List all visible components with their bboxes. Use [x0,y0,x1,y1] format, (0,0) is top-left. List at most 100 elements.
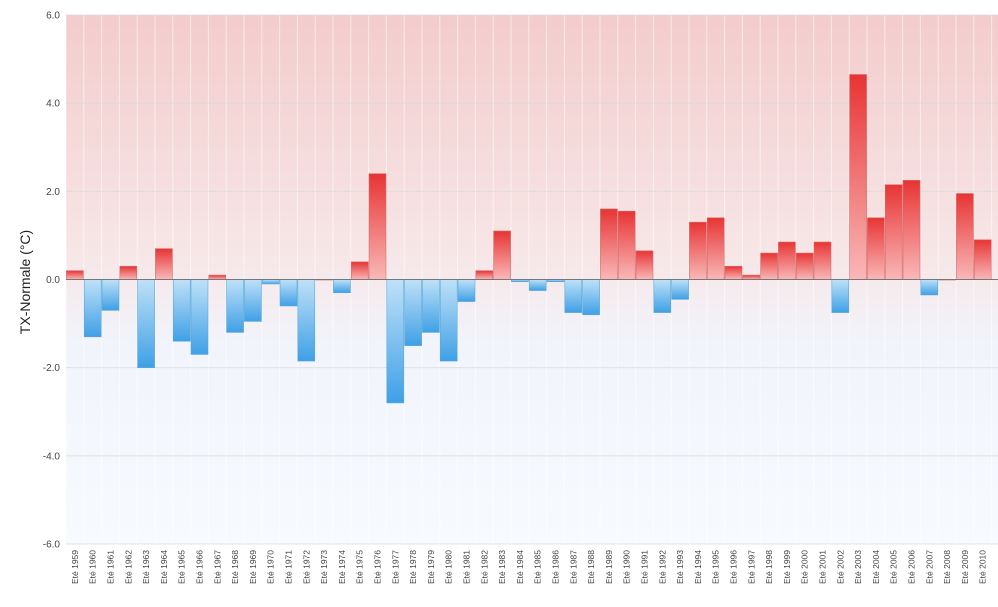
x-tick-label: Eté 1993 [675,550,685,584]
x-tick-label: Eté 1964 [159,550,169,584]
bar [831,279,850,313]
x-tick-label: Eté 2003 [853,550,863,584]
x-tick-label: Eté 1959 [70,550,80,584]
x-tick-label: Eté 2000 [800,550,810,584]
bar [884,184,903,280]
bar [422,279,440,333]
bar-series [66,74,992,404]
x-tick-label: Eté 2004 [871,550,881,584]
x-tick-label: Eté 1975 [355,550,365,584]
x-tick-label: Eté 1971 [284,550,294,584]
x-tick-label: Eté 2006 [907,550,917,584]
x-tick-label: Eté 1981 [462,550,472,584]
bar [475,270,494,280]
bar [350,261,369,280]
x-tick-label: Eté 1977 [390,550,400,584]
bar [813,241,832,280]
x-tick-label: Eté 1980 [444,550,454,584]
x-tick-label: Eté 1970 [266,550,276,584]
x-tick-label: Eté 2010 [978,550,988,584]
bar [920,279,939,296]
bar [742,274,761,280]
bar [653,279,672,313]
x-tick-label: Eté 1989 [604,550,614,584]
x-tick-label: Eté 1991 [640,550,650,584]
bar [564,279,583,313]
y-tick-label: -4.0 [43,451,61,462]
bar [689,221,707,280]
bar [760,252,778,280]
bar [582,279,600,316]
x-tick-label: Eté 2009 [960,550,970,584]
bar [778,241,796,280]
x-tick-label: Eté 1988 [586,550,596,584]
x-tick-label: Eté 1996 [729,550,739,584]
x-tick-label: Eté 1986 [551,550,561,584]
x-tick-label: Eté 2001 [818,550,828,584]
x-tick-label: Eté 1961 [106,550,116,584]
x-tick-label: Eté 1967 [212,550,222,584]
x-tick-label: Eté 1969 [248,550,258,584]
y-tick-label: 4.0 [46,99,60,110]
bar [671,279,689,300]
y-axis-ticks: -6.0 -4.0 -2.0 0.0 2.0 4.0 6.0 [43,11,61,551]
bar [101,279,120,311]
x-tick-label: Eté 1976 [373,550,383,584]
bar [617,210,636,280]
bar [261,279,280,285]
x-tick-label: Eté 1968 [230,550,240,584]
bar [528,279,547,291]
bar [155,248,173,280]
bar [172,279,191,342]
x-tick-label: Eté 1960 [88,550,98,584]
x-tick-label: Eté 1997 [746,550,756,584]
bar [635,250,654,280]
x-tick-label: Eté 1995 [711,550,721,584]
bar [493,230,511,280]
bar [297,279,316,362]
x-tick-label: Eté 1982 [479,550,489,584]
x-tick-label: Eté 1994 [693,550,703,584]
x-tick-label: Eté 2008 [942,550,952,584]
x-tick-label: Eté 1983 [497,550,507,584]
y-tick-label: 2.0 [46,187,60,198]
bar [724,265,743,280]
y-axis-label: TX-Normale (°C) [17,230,33,334]
y-tick-label: 0.0 [46,275,60,286]
x-tick-label: Eté 1966 [195,550,205,584]
x-tick-label: Eté 1972 [301,550,311,584]
bar [706,217,725,280]
bar [956,193,974,280]
x-tick-label: Eté 1963 [141,550,151,584]
bar [849,74,867,280]
bar [867,217,885,280]
x-tick-label: Eté 1985 [533,550,543,584]
bar [333,279,351,294]
bar [902,180,921,280]
x-tick-label: Eté 1998 [764,550,774,584]
x-tick-label: Eté 1992 [657,550,667,584]
bar [368,173,387,280]
x-tick-label: Eté 1999 [782,550,792,584]
x-tick-label: Eté 2002 [835,550,845,584]
bar [457,279,476,302]
bar [226,279,244,333]
bar [386,279,405,404]
bar [137,279,155,368]
x-tick-label: Eté 1984 [515,550,525,584]
y-tick-label: -2.0 [43,363,61,374]
x-tick-label: Eté 1990 [622,550,632,584]
x-tick-label: Eté 1965 [177,550,187,584]
bar [600,208,618,280]
bar [439,279,458,362]
bar [973,239,992,280]
x-tick-label: Eté 1974 [337,550,347,584]
x-tick-label: Eté 1987 [568,550,578,584]
x-tick-label: Eté 1979 [426,550,436,584]
bar [83,279,102,338]
bar [404,279,422,346]
bar [190,279,209,355]
bar [208,274,227,280]
x-tick-label: Eté 1973 [319,550,329,584]
